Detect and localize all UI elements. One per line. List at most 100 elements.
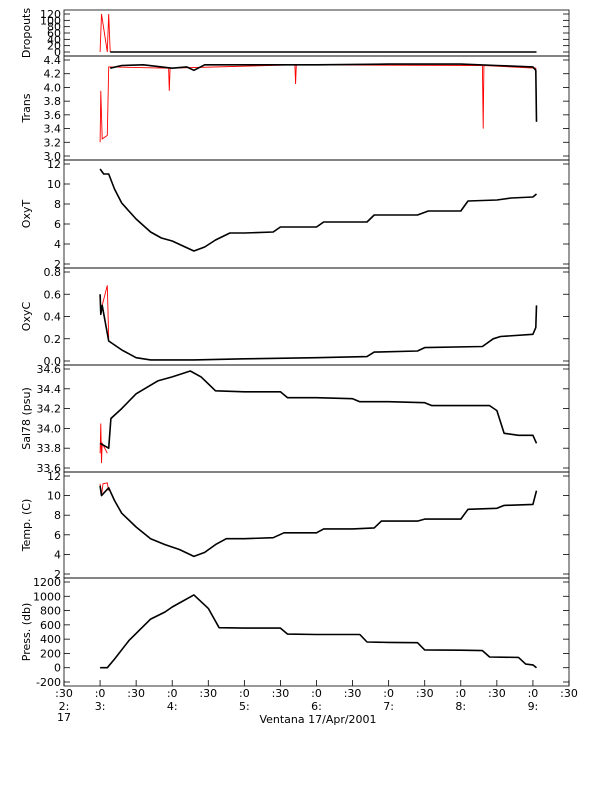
y-tick-label: 1200 bbox=[33, 576, 61, 589]
x-tick-hour-label: 7: bbox=[383, 700, 394, 713]
y-axis-label: Dropouts bbox=[20, 8, 33, 58]
y-tick-label: 33.8 bbox=[37, 442, 62, 455]
y-tick-label: 0.2 bbox=[44, 333, 62, 346]
y-tick-label: 3.2 bbox=[44, 136, 62, 149]
x-tick-hour-label: 8: bbox=[455, 700, 466, 713]
raw-series-line bbox=[99, 423, 108, 464]
x-tick-label: :30 bbox=[55, 687, 73, 700]
y-tick-label: 40 bbox=[47, 33, 61, 46]
x-tick-label: :30 bbox=[199, 687, 217, 700]
series-line bbox=[100, 594, 537, 669]
y-tick-label: 600 bbox=[40, 619, 61, 632]
y-tick-label: 200 bbox=[40, 647, 61, 660]
panel-oxyt: 2 4 6 8 10 12 OxyT bbox=[20, 158, 570, 271]
x-tick-label: :0 bbox=[455, 687, 466, 700]
y-tick-label: 4 bbox=[54, 238, 61, 251]
y-tick-label: 4.0 bbox=[44, 81, 62, 94]
series-line bbox=[110, 63, 538, 122]
x-tick-label: :0 bbox=[528, 687, 539, 700]
x-tick-label: :0 bbox=[383, 687, 394, 700]
x-tick-label: :30 bbox=[127, 687, 145, 700]
y-tick-label: 100 bbox=[40, 14, 61, 27]
y-tick-label: 120 bbox=[40, 8, 61, 21]
x-tick-label: :0 bbox=[95, 687, 106, 700]
y-tick-label: 10 bbox=[47, 178, 61, 191]
y-tick-label: 3.6 bbox=[44, 109, 62, 122]
y-tick-label: -200 bbox=[36, 676, 61, 689]
panel-frame bbox=[63, 471, 570, 579]
y-tick-label: 3.4 bbox=[44, 123, 62, 136]
y-tick-label: 400 bbox=[40, 633, 61, 646]
y-tick-label: 3.8 bbox=[44, 95, 62, 108]
y-tick-label: 34.6 bbox=[37, 363, 62, 376]
y-tick-label: 4.4 bbox=[44, 54, 62, 67]
panel-frame bbox=[63, 55, 570, 161]
series-line bbox=[99, 485, 538, 558]
y-tick-label: 0.6 bbox=[44, 288, 62, 301]
x-tick-label: :30 bbox=[272, 687, 290, 700]
y-tick-label: 33.6 bbox=[37, 462, 62, 475]
y-tick-label: 34.4 bbox=[37, 383, 62, 396]
y-tick-label: 6 bbox=[54, 218, 61, 231]
x-axis: :302:17:03::30:04::30:05::30:06::30:07::… bbox=[55, 680, 578, 724]
y-tick-label: 1000 bbox=[33, 590, 61, 603]
y-tick-label: 0 bbox=[54, 662, 61, 675]
series-line bbox=[99, 168, 538, 252]
x-tick-hour-label: 9: bbox=[528, 700, 539, 713]
y-axis-label: OxyT bbox=[20, 200, 33, 229]
y-axis-label: Trans bbox=[20, 93, 33, 123]
panel-frame bbox=[63, 267, 570, 366]
y-tick-label: 6 bbox=[54, 529, 61, 542]
y-tick-label: 8 bbox=[54, 509, 61, 522]
x-tick-label: :30 bbox=[344, 687, 362, 700]
x-tick-hour-label: 6: bbox=[311, 700, 322, 713]
y-tick-label: 10 bbox=[47, 490, 61, 503]
x-tick-label: :0 bbox=[239, 687, 250, 700]
y-tick-label: 12 bbox=[47, 470, 61, 483]
panel-temp-c: 2 4 6 8 10 12 Temp. (C) bbox=[20, 470, 570, 581]
x-tick-hour-label: 5: bbox=[239, 700, 250, 713]
x-tick-label: :30 bbox=[560, 687, 578, 700]
y-tick-label: 2 bbox=[54, 568, 61, 581]
y-tick-label: 34.0 bbox=[37, 422, 62, 435]
y-axis-label: Sal78 (psu) bbox=[20, 387, 33, 450]
y-tick-label: 800 bbox=[40, 605, 61, 618]
y-tick-label: 2 bbox=[54, 258, 61, 271]
y-axis-label: Temp. (C) bbox=[20, 499, 33, 553]
y-tick-label: 8 bbox=[54, 198, 61, 211]
y-tick-label: 0.4 bbox=[44, 311, 62, 324]
raw-series-line bbox=[99, 13, 111, 53]
y-tick-label: 80 bbox=[47, 21, 61, 34]
y-tick-label: 34.2 bbox=[37, 403, 62, 416]
panel-frame bbox=[63, 364, 570, 473]
x-tick-hour-label: 2: bbox=[59, 700, 70, 713]
y-tick-label: 20 bbox=[47, 40, 61, 53]
panel-frame bbox=[63, 9, 570, 57]
panel-sal78-psu: 33.6 33.8 34.0 34.2 34.4 34.6 Sal78 (psu) bbox=[20, 363, 570, 475]
x-tick-label: :30 bbox=[416, 687, 434, 700]
panel-trans: 3.03.23.43.63.84.04.24.4 Trans bbox=[20, 54, 570, 163]
x-axis-label: Ventana 17/Apr/2001 bbox=[259, 713, 376, 726]
y-tick-label: 60 bbox=[47, 27, 61, 40]
x-tick-label: :0 bbox=[311, 687, 322, 700]
series-line bbox=[99, 370, 538, 449]
x-tick-day-label: 17 bbox=[57, 711, 71, 724]
y-tick-label: 0.8 bbox=[44, 266, 62, 279]
series-line bbox=[99, 294, 538, 361]
panel-oxyc: 0.0 0.2 0.4 0.6 0.8 OxyC bbox=[20, 266, 570, 368]
x-tick-label: :30 bbox=[488, 687, 506, 700]
panel-frame bbox=[63, 577, 570, 687]
chart-panels: 020406080100120Dropouts3.03.23.43.63.84.… bbox=[20, 8, 570, 689]
y-tick-label: 0 bbox=[54, 46, 61, 59]
y-axis-label: OxyC bbox=[20, 302, 33, 332]
x-tick-hour-label: 4: bbox=[167, 700, 178, 713]
y-tick-label: 3.0 bbox=[44, 150, 62, 163]
x-tick-label: :0 bbox=[167, 687, 178, 700]
panel-frame bbox=[63, 159, 570, 269]
y-tick-label: 0.0 bbox=[44, 355, 62, 368]
y-tick-label: 4 bbox=[54, 548, 61, 561]
x-tick-hour-label: 3: bbox=[95, 700, 106, 713]
